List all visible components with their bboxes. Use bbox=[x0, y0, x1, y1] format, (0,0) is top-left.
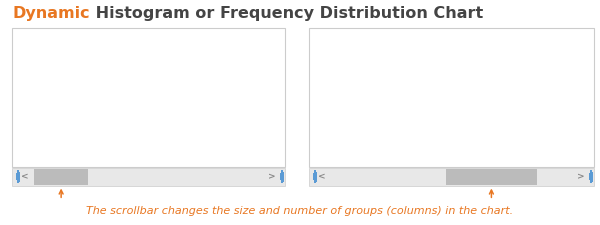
Text: >: > bbox=[268, 172, 275, 181]
Text: 11: 11 bbox=[383, 91, 394, 100]
Text: >: > bbox=[577, 172, 584, 181]
X-axis label: Age Groups: Age Groups bbox=[434, 155, 484, 164]
Bar bbox=[412, 68, 435, 140]
Text: Dynamic: Dynamic bbox=[12, 6, 89, 21]
X-axis label: Age Groups: Age Groups bbox=[136, 155, 185, 164]
Text: 15: 15 bbox=[454, 77, 464, 86]
Title: Count of Volunteers by Age Group: Count of Volunteers by Age Group bbox=[382, 32, 536, 41]
Text: <: < bbox=[319, 172, 326, 181]
Bar bbox=[53, 61, 137, 140]
Bar bbox=[448, 88, 470, 140]
Bar bbox=[184, 95, 268, 140]
Text: 21: 21 bbox=[418, 57, 429, 66]
Text: 64: 64 bbox=[90, 50, 101, 59]
Text: <: < bbox=[22, 172, 29, 181]
Text: 36: 36 bbox=[220, 85, 231, 94]
Bar bbox=[518, 92, 541, 140]
Bar bbox=[553, 126, 576, 140]
Text: The scrollbar changes the size and number of groups (columns) in the chart.: The scrollbar changes the size and numbe… bbox=[86, 207, 514, 216]
Text: 12: 12 bbox=[489, 88, 500, 97]
Title: Count of Volunteers by Age Group: Count of Volunteers by Age Group bbox=[83, 32, 238, 41]
Bar bbox=[377, 102, 400, 140]
Text: 23: 23 bbox=[348, 50, 359, 59]
Bar bbox=[483, 99, 506, 140]
Text: 14: 14 bbox=[524, 81, 535, 90]
Text: Histogram or Frequency Distribution Chart: Histogram or Frequency Distribution Char… bbox=[89, 6, 483, 21]
Bar bbox=[342, 61, 365, 140]
Text: 4: 4 bbox=[562, 115, 568, 124]
